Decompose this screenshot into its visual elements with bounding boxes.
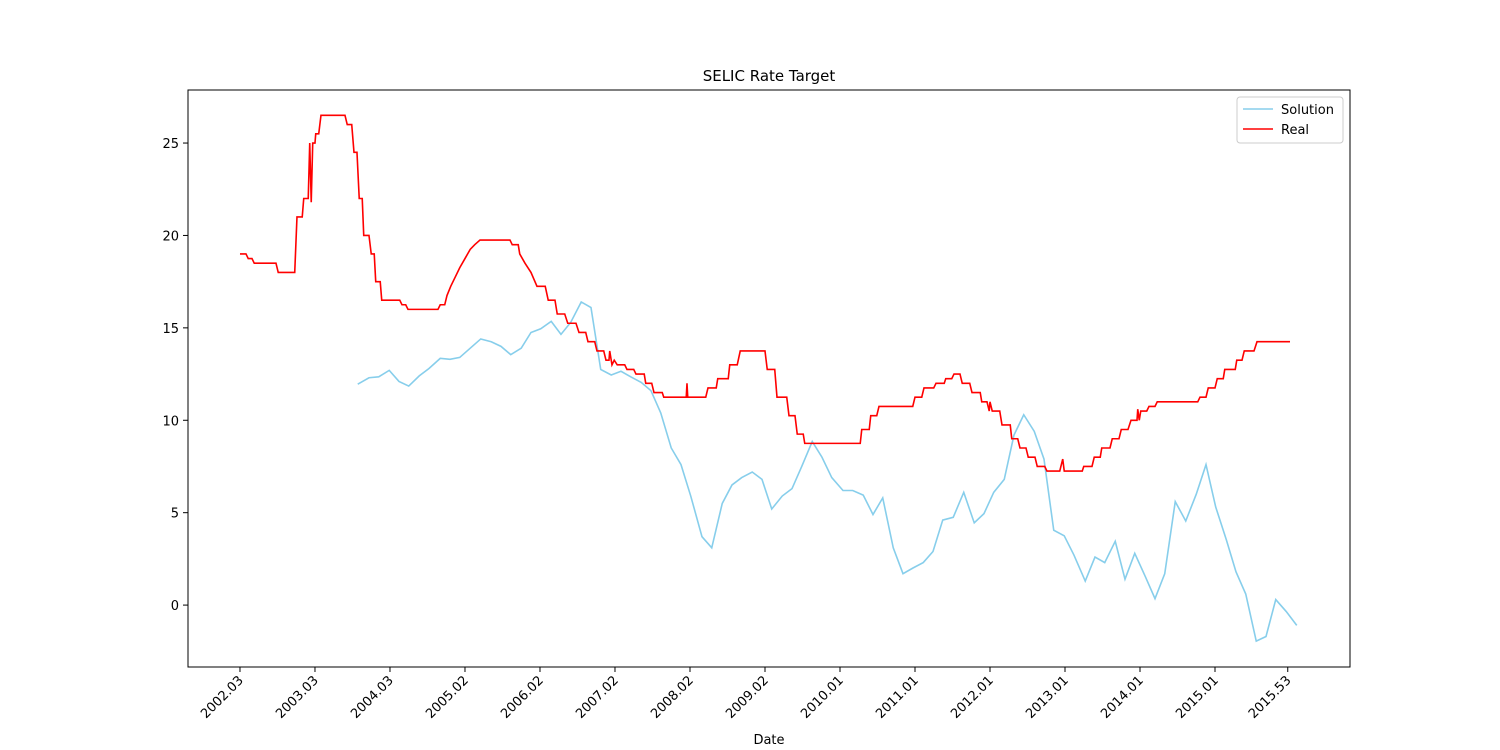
y-tick-label: 5 [171,507,179,522]
legend-label: Real [1281,123,1309,138]
y-tick-label: 15 [162,322,179,337]
legend-label: Solution [1281,103,1334,118]
y-tick-label: 0 [171,599,179,614]
line-series [357,300,1298,643]
y-tick-label: 25 [162,137,179,152]
plot-frame [187,89,1351,668]
y-tick-label: 20 [162,229,179,244]
y-tick-label: 10 [162,414,179,429]
line-series [239,114,1290,472]
chart-title: SELIC Rate Target [703,67,836,85]
x-axis-label: Date [753,733,784,748]
